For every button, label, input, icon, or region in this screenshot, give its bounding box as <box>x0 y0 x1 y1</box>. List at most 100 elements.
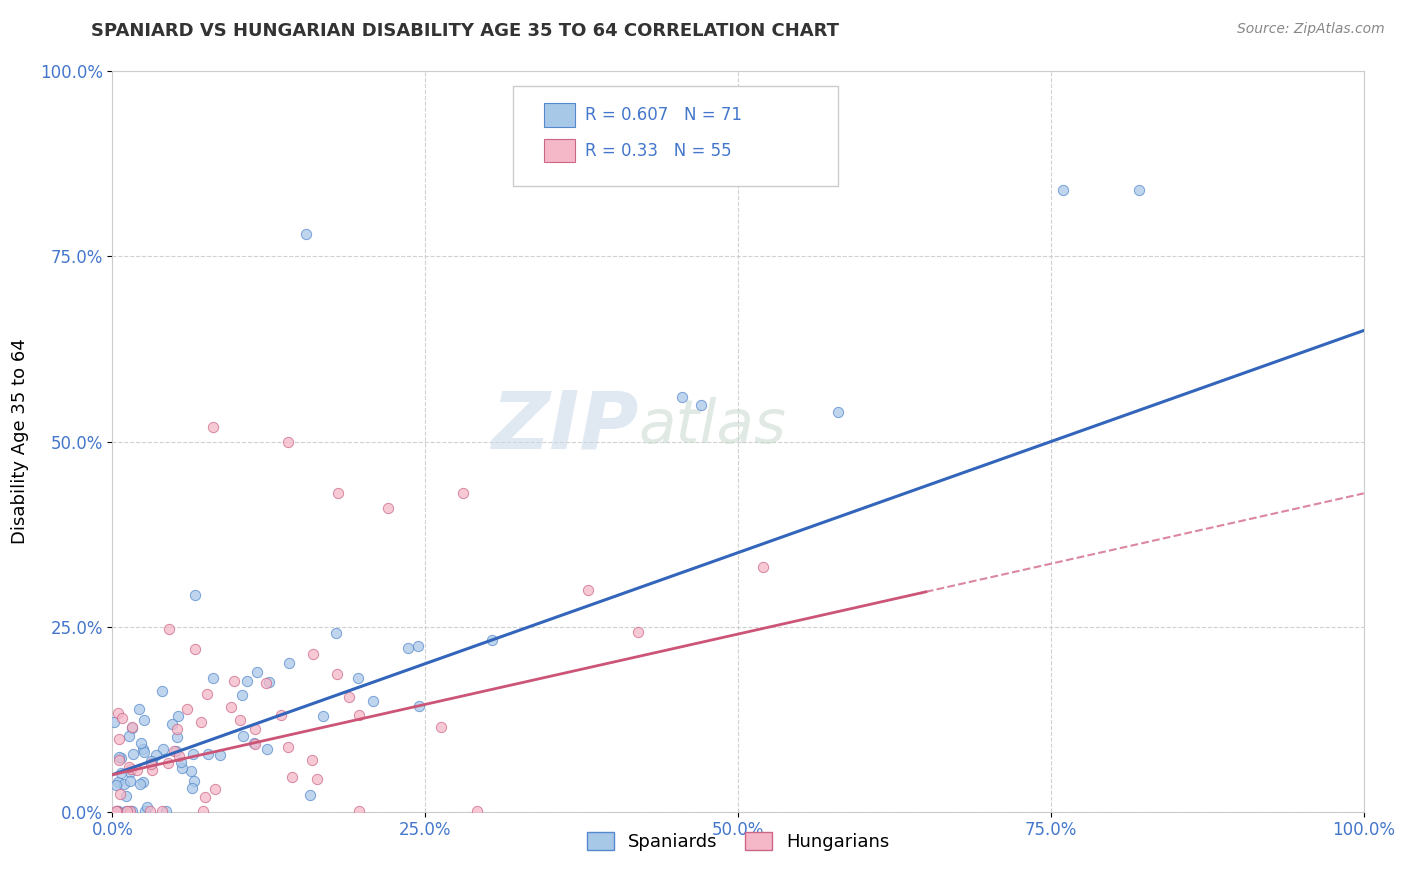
Point <box>167 748 190 763</box>
Point <box>243 736 266 750</box>
Point <box>481 633 503 648</box>
Point <box>204 781 226 796</box>
Point <box>183 773 205 788</box>
Point <box>118 729 141 743</box>
Point <box>752 560 775 574</box>
Point <box>627 625 650 640</box>
Point <box>301 753 323 767</box>
Point <box>121 804 143 818</box>
Point <box>181 747 204 761</box>
Point <box>184 589 207 603</box>
Text: R = 0.607   N = 71: R = 0.607 N = 71 <box>585 106 742 124</box>
Point <box>347 804 370 818</box>
Point <box>114 804 136 818</box>
Point <box>150 804 173 818</box>
Point <box>277 657 299 671</box>
Point <box>325 626 347 640</box>
Point <box>270 707 292 722</box>
Point <box>157 756 180 771</box>
Point <box>1052 183 1074 197</box>
Point <box>256 742 278 756</box>
Point <box>128 702 150 716</box>
Point <box>118 759 141 773</box>
Point <box>184 642 207 657</box>
Point <box>194 789 217 804</box>
Point <box>277 739 299 754</box>
Point <box>134 745 156 759</box>
Point <box>115 804 138 818</box>
Point <box>361 694 384 708</box>
Point <box>134 713 156 727</box>
Text: Source: ZipAtlas.com: Source: ZipAtlas.com <box>1237 22 1385 37</box>
Point <box>114 789 136 803</box>
Point <box>110 765 132 780</box>
FancyBboxPatch shape <box>544 139 575 162</box>
Point <box>307 772 329 786</box>
Point <box>326 666 349 681</box>
Text: atlas: atlas <box>638 397 786 456</box>
Point <box>157 623 180 637</box>
Point <box>396 640 419 655</box>
Point <box>104 804 127 818</box>
Point <box>222 673 245 688</box>
Point <box>110 750 132 764</box>
Point <box>112 777 135 791</box>
FancyBboxPatch shape <box>513 87 838 186</box>
Point <box>408 698 430 713</box>
Point <box>671 390 693 404</box>
Point <box>246 665 269 679</box>
Point <box>150 683 173 698</box>
Point <box>165 744 187 758</box>
Point <box>465 804 488 818</box>
Point <box>689 398 711 412</box>
Point <box>281 770 304 784</box>
Point <box>129 777 152 791</box>
Point <box>121 720 143 734</box>
Point <box>326 486 349 500</box>
Point <box>162 744 184 758</box>
Point <box>134 804 156 818</box>
Point <box>139 804 162 818</box>
Point <box>197 747 219 761</box>
Point <box>1128 183 1150 197</box>
Point <box>105 804 128 818</box>
Point <box>451 486 474 500</box>
Point <box>121 721 143 735</box>
Point <box>243 722 266 736</box>
Point <box>201 419 224 434</box>
Point <box>120 763 142 777</box>
Point <box>176 702 198 716</box>
Text: SPANIARD VS HUNGARIAN DISABILITY AGE 35 TO 64 CORRELATION CHART: SPANIARD VS HUNGARIAN DISABILITY AGE 35 … <box>91 22 839 40</box>
Point <box>105 804 128 818</box>
Point <box>105 804 128 818</box>
Point <box>131 736 153 750</box>
Point <box>136 799 159 814</box>
Point <box>190 715 212 730</box>
Point <box>254 676 277 690</box>
Point <box>257 675 280 690</box>
Point <box>195 687 218 701</box>
Point <box>127 763 149 777</box>
Point <box>120 804 142 818</box>
Point <box>139 754 162 768</box>
Text: ZIP: ZIP <box>491 388 638 466</box>
Point <box>191 804 214 818</box>
Point <box>107 775 129 789</box>
Point <box>120 764 142 779</box>
Point <box>145 747 167 762</box>
Point <box>377 501 399 516</box>
Point <box>170 755 193 769</box>
Point <box>170 761 193 775</box>
Point <box>120 774 142 789</box>
Point <box>221 700 243 714</box>
Point <box>347 708 370 723</box>
Point <box>107 804 129 818</box>
Point <box>277 434 299 449</box>
Point <box>337 690 360 704</box>
Legend: Spaniards, Hungarians: Spaniards, Hungarians <box>579 824 897 858</box>
Point <box>108 732 131 747</box>
Point <box>180 764 202 778</box>
Point <box>295 227 318 242</box>
Point <box>166 722 188 736</box>
Point <box>231 688 253 702</box>
